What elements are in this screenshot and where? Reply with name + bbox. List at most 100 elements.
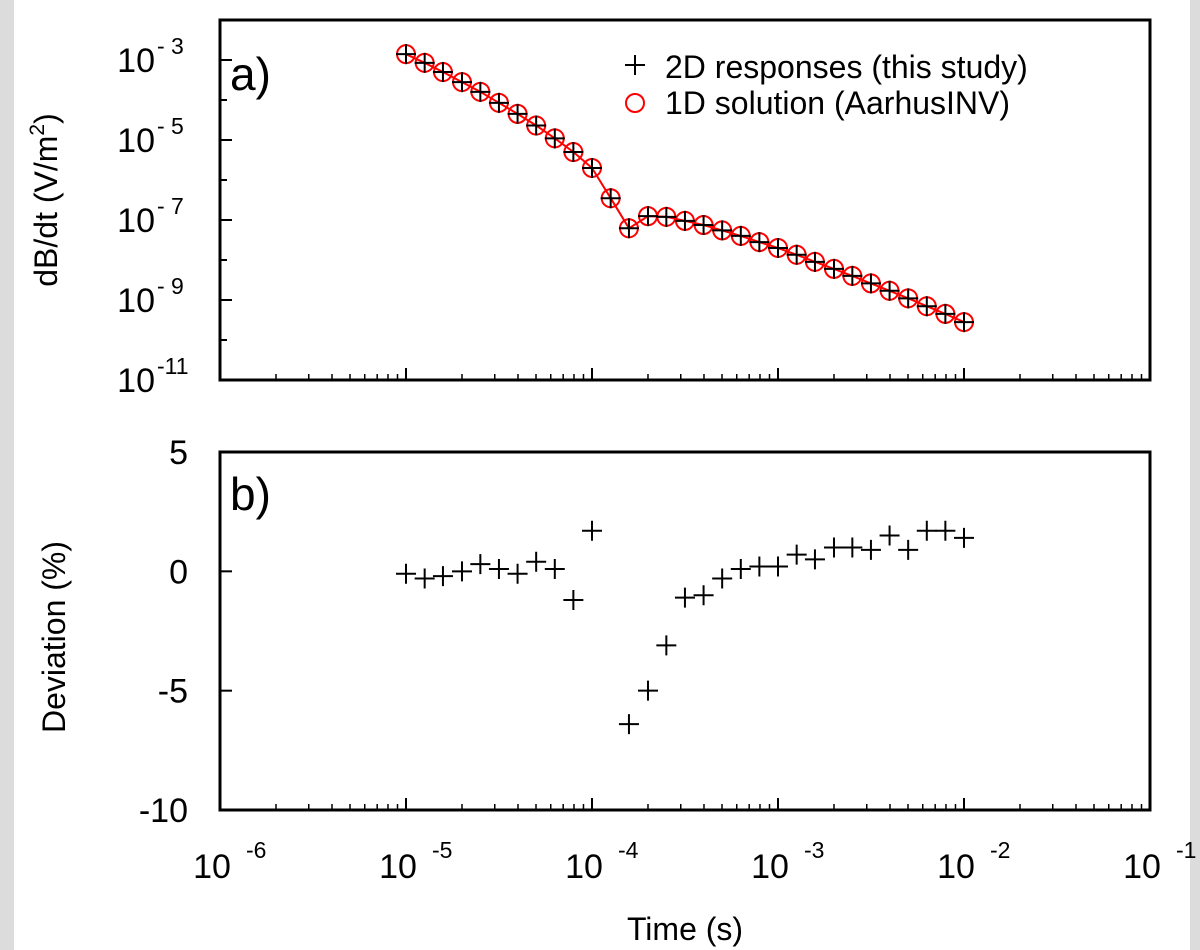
b-deviation-point [582,520,602,541]
b-deviation-point [898,539,919,560]
b-deviation-point [618,714,639,735]
legend: 2D responses (this study) 1D solution (A… [625,49,1028,121]
b-x-tick-exponent: -4 [618,837,639,863]
a-2d-point [637,206,658,227]
a-2d-point [935,303,956,324]
panel-b-x-tick-labels: 10 -6 10 -5 10 -4 10 -3 10 -2 10 -1 [193,837,1196,886]
a-2d-point [786,244,807,265]
b-deviation-point [396,563,416,584]
b-deviation-point [935,520,956,541]
a-2d-point [488,92,509,113]
b-deviation-point [768,556,788,577]
b-deviation-point [544,558,565,579]
panel-b-frame [218,450,1152,812]
b-deviation-point [470,554,491,575]
a-y-tick-label: 10 [117,42,155,80]
b-y-tick-label: -5 [158,673,188,711]
panel-a-ticks [219,19,1151,381]
b-marks [396,520,974,735]
b-x-tick-label: 10 [1123,848,1161,886]
b-x-tick-exponent: -3 [804,837,824,863]
b-deviation-point [712,568,733,589]
b-deviation-point [488,558,509,579]
b-x-tick-label: 10 [751,848,789,886]
a-2d-point [804,251,825,272]
a-2d-point [582,157,602,178]
a-2d-point [954,312,974,333]
a-2d-point [916,296,937,317]
b-x-tick-label: 10 [193,848,231,886]
a-2d-point [470,81,491,102]
panel-b-y-axis-label: Deviation (%) [36,541,72,733]
a-2d-point [600,188,621,209]
b-x-tick-label: 10 [937,848,975,886]
a-y-tick-label: 10 [117,362,155,400]
a-2d-point [526,115,547,136]
b-deviation-point [954,527,974,548]
b-deviation-point [451,561,472,582]
y-label-prefix: dB/dt (V/m [28,136,64,287]
b-deviation-point [879,525,900,546]
a-2d-point [396,44,416,65]
a-y-tick-exponent: - 7 [157,193,184,219]
b-deviation-point [916,520,937,541]
b-deviation-point [842,537,863,558]
panel-a-frame [218,18,1152,382]
a-2d-point [898,288,919,309]
b-x-tick-label: 10 [565,848,603,886]
panel-b-y-tick-labels: -10 -5 0 5 [139,434,188,830]
b-deviation-point [563,589,584,610]
a-2d-point [414,52,435,73]
b-deviation-point [674,587,695,608]
a-2d-point [544,128,565,149]
a-2d-point [693,214,714,235]
b-deviation-point [637,680,658,701]
panel-b-ticks [219,451,1151,811]
panel-a-label: a) [230,48,271,100]
a-2d-point [674,210,695,231]
a-2d-point [712,220,733,241]
a-2d-point [730,225,751,246]
a-2d-point [432,62,453,83]
b-deviation-point [507,563,528,584]
b-deviation-point [414,568,435,589]
b-deviation-point [526,551,547,572]
b-x-tick-exponent: -2 [990,837,1010,863]
b-deviation-point [432,566,453,587]
a-y-tick-label: 10 [117,202,155,240]
b-deviation-point [656,635,677,656]
a-2d-point [563,142,584,163]
legend-circle-marker [625,93,645,113]
a-2d-point [768,237,788,258]
b-x-tick-exponent: -1 [1176,837,1196,863]
b-x-tick-exponent: -6 [246,837,266,863]
a-2d-point [656,206,677,227]
x-axis-label: Time (s) [627,911,743,947]
b-deviation-point [749,556,770,577]
a-marks [396,44,974,333]
b-deviation-point [730,558,751,579]
y-label-suffix: ) [28,113,64,124]
a-2d-point [749,232,770,253]
figure-background [14,0,1190,950]
a-y-tick-exponent: - 5 [157,113,184,139]
a-y-tick-exponent: -11 [157,353,189,379]
a-2d-point [451,72,472,93]
b-x-tick-label: 10 [379,848,417,886]
legend-entry-1d: 1D solution (AarhusINV) [665,85,1010,121]
a-2d-point [823,258,844,279]
a-y-tick-exponent: - 3 [157,33,184,59]
a-2d-point [842,265,863,286]
panel-b-label: b) [230,468,271,520]
b-y-tick-label: -10 [139,792,188,830]
legend-entry-2d: 2D responses (this study) [665,49,1028,85]
a-y-tick-label: 10 [117,122,155,160]
a-y-tick-label: 10 [117,282,155,320]
a-2d-point [507,103,528,124]
b-deviation-point [693,585,714,606]
b-deviation-point [804,549,825,570]
legend-plus-marker [625,55,645,75]
